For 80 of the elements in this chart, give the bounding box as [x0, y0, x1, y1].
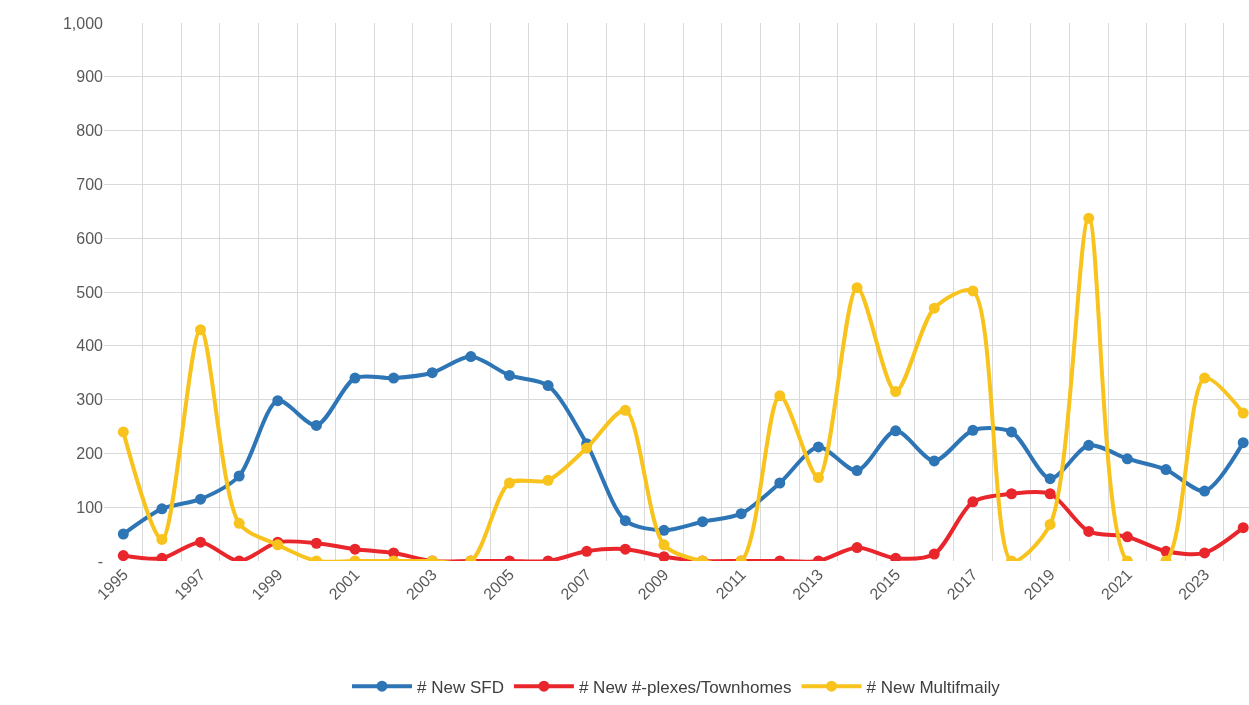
point	[156, 533, 168, 545]
point	[1044, 473, 1056, 485]
point	[812, 441, 824, 453]
point	[890, 425, 902, 437]
point	[1006, 426, 1017, 438]
point	[503, 477, 515, 489]
point	[967, 424, 979, 436]
point	[1199, 547, 1211, 559]
y-tick-label: 900	[76, 68, 104, 86]
point	[310, 419, 322, 431]
point	[619, 515, 631, 527]
point	[928, 302, 940, 314]
point	[967, 496, 979, 508]
point	[349, 543, 361, 555]
point	[233, 470, 245, 482]
point	[1121, 531, 1133, 543]
point	[349, 372, 361, 384]
y-tick-label: 200	[76, 445, 104, 462]
point	[195, 493, 207, 505]
point	[1044, 488, 1056, 500]
y-tick-label: 500	[76, 283, 104, 301]
point	[156, 503, 168, 515]
point	[426, 367, 438, 379]
point	[117, 528, 129, 540]
point	[117, 550, 129, 561]
point	[1083, 439, 1095, 451]
y-tick-label: 800	[76, 122, 104, 140]
point	[581, 442, 593, 454]
point	[851, 542, 863, 554]
point	[117, 426, 129, 438]
point	[619, 404, 631, 416]
point	[195, 536, 207, 548]
point	[310, 537, 322, 549]
point	[1121, 453, 1133, 465]
point	[658, 539, 670, 551]
point	[851, 465, 863, 477]
legend-label: # New SFD	[417, 677, 504, 697]
point	[388, 372, 400, 384]
point	[581, 545, 593, 557]
y-tick-label: -	[97, 552, 103, 570]
point	[735, 508, 747, 520]
y-tick-label: 400	[76, 337, 104, 355]
point	[890, 552, 902, 561]
point	[1199, 372, 1211, 384]
point	[233, 517, 245, 529]
point	[697, 516, 709, 528]
point	[1237, 407, 1249, 419]
point	[890, 386, 902, 398]
point	[967, 285, 979, 297]
point	[774, 390, 786, 402]
point	[851, 282, 863, 294]
point	[658, 524, 670, 536]
y-tick-label: 700	[76, 176, 104, 193]
point	[812, 472, 824, 484]
point	[1237, 522, 1249, 534]
point	[1006, 488, 1017, 500]
point	[542, 380, 554, 392]
y-tick-label: 300	[76, 391, 104, 409]
point	[619, 543, 631, 555]
y-tick-label: 1,000	[62, 14, 104, 32]
point	[272, 395, 284, 407]
point	[1160, 464, 1172, 476]
y-tick-label: 100	[76, 498, 104, 516]
point	[156, 552, 168, 561]
point	[503, 369, 515, 381]
point	[658, 551, 670, 561]
point	[542, 474, 554, 486]
legend-label: # New Multifmaily	[866, 677, 1001, 697]
point	[195, 324, 207, 336]
point	[1199, 485, 1211, 497]
point	[1044, 518, 1056, 530]
point	[1237, 437, 1249, 449]
point	[928, 548, 940, 560]
point	[1083, 525, 1095, 537]
legend-label: # New #-plexes/Townhomes	[578, 677, 792, 697]
point	[465, 351, 477, 363]
point	[774, 477, 786, 489]
point	[1083, 212, 1095, 224]
point	[928, 455, 940, 467]
y-tick-label: 600	[76, 229, 104, 247]
